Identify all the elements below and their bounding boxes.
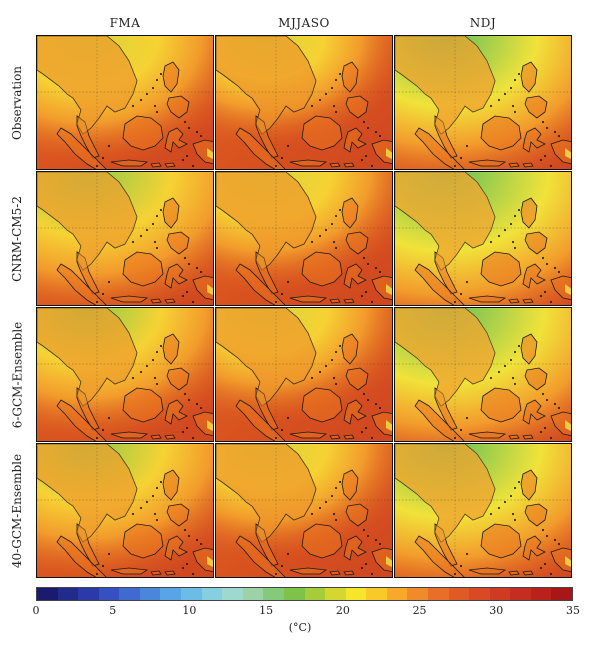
colorbar-swatch [119, 588, 140, 600]
colorbar-swatch [57, 588, 79, 600]
colorbar-swatch [530, 588, 552, 600]
colorbar-swatch [386, 588, 408, 600]
colorbar-tick-label: 20 [335, 604, 350, 617]
colorbar-swatch [139, 588, 161, 600]
colorbar-swatch [37, 588, 58, 600]
column-header-fma: FMA [109, 16, 141, 30]
colorbar-swatch [551, 588, 573, 600]
row-label-6-gcm-ensemble: 6-GCM-Ensemble [10, 321, 25, 428]
row-label-cnrm-cm5-2: CNRM-CM5-2 [10, 195, 25, 282]
colorbar-swatch [469, 588, 490, 600]
map-panel-6-gcm-ensemble-fma [36, 307, 214, 442]
colorbar-swatch [366, 588, 387, 600]
colorbar-swatch [304, 588, 326, 600]
column-header-mjjaso: MJJASO [278, 16, 330, 30]
temperature-colorbar [36, 587, 573, 601]
colorbar-tick-label: 0 [32, 604, 40, 617]
map-panel-cnrm-cm5-2-fma [36, 171, 214, 306]
row-label-40-gcm-ensemble: 40-GCM-Ensemble [10, 453, 24, 568]
colorbar-swatch [407, 588, 428, 600]
row-label-observation: Observation [10, 65, 24, 140]
colorbar-swatch [510, 588, 531, 600]
colorbar-tick-label: 5 [109, 604, 117, 617]
map-panel-40-gcm-ensemble-fma [36, 443, 214, 578]
colorbar-swatch [427, 588, 449, 600]
colorbar-tick-label: 25 [412, 604, 427, 617]
colorbar-swatch [345, 588, 367, 600]
colorbar-tick-label: 10 [182, 604, 197, 617]
map-panel-40-gcm-ensemble-ndj [394, 443, 572, 578]
colorbar-swatch [201, 588, 223, 600]
map-panel-observation-mjjaso [215, 35, 393, 170]
colorbar-tick-label: 15 [259, 604, 274, 617]
colorbar-swatch [448, 588, 470, 600]
colorbar-swatch [242, 588, 264, 600]
colorbar-swatch [98, 588, 120, 600]
column-header-ndj: NDJ [469, 16, 497, 30]
map-panel-40-gcm-ensemble-mjjaso [215, 443, 393, 578]
colorbar-swatch [489, 588, 511, 600]
colorbar-swatch [181, 588, 202, 600]
colorbar-swatch [263, 588, 284, 600]
map-panel-observation-fma [36, 35, 214, 170]
colorbar-tick-label: 35 [566, 604, 580, 617]
map-panel-6-gcm-ensemble-ndj [394, 307, 572, 442]
map-panel-cnrm-cm5-2-ndj [394, 171, 572, 306]
colorbar-unit-label: (°C) [288, 621, 312, 634]
colorbar-tick-label: 30 [489, 604, 504, 617]
colorbar-swatch [160, 588, 182, 600]
colorbar-swatch [283, 588, 305, 600]
colorbar-swatch [78, 588, 99, 600]
map-panel-observation-ndj [394, 35, 572, 170]
map-panel-cnrm-cm5-2-mjjaso [215, 171, 393, 306]
colorbar-swatch [222, 588, 243, 600]
map-panel-6-gcm-ensemble-mjjaso [215, 307, 393, 442]
colorbar-swatch [325, 588, 346, 600]
